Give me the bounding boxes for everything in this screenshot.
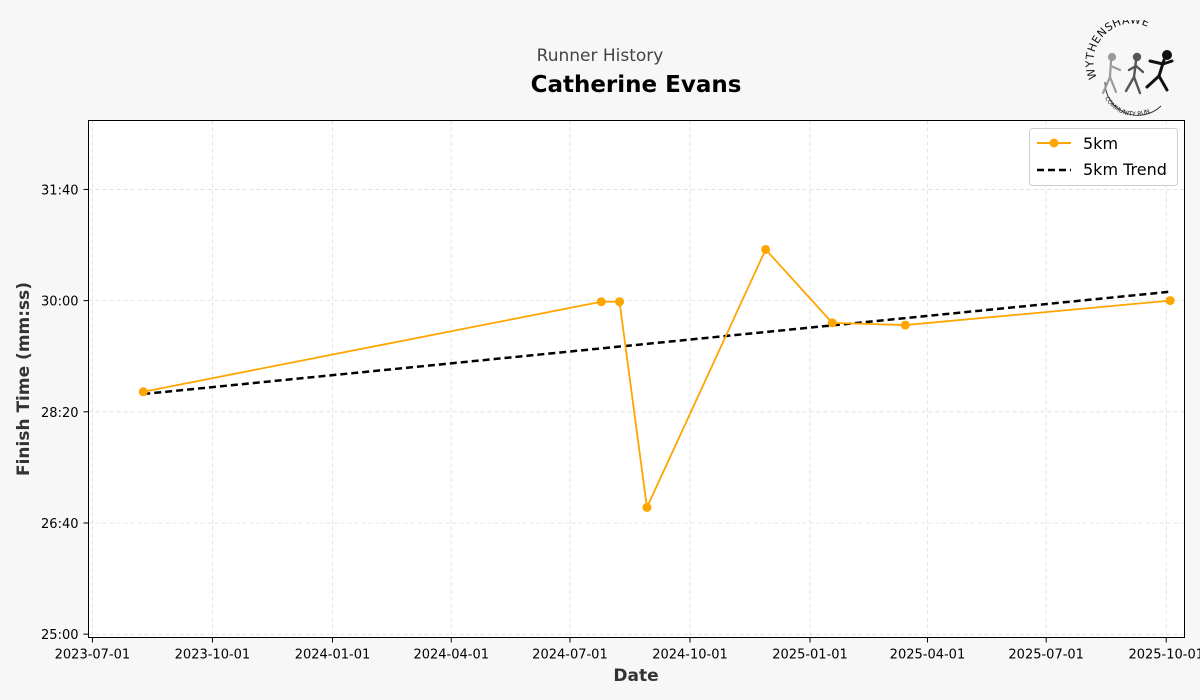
data-point-5km bbox=[596, 297, 606, 307]
x-tick-label: 2025-04-01 bbox=[890, 648, 966, 663]
legend: 5km 5km Trend bbox=[1029, 128, 1178, 186]
grid bbox=[88, 120, 1185, 638]
y-axis: 25:00 26:40 28:20 30:00 31:40 bbox=[41, 183, 89, 643]
series-layer bbox=[138, 244, 1175, 512]
x-tick-label: 2024-07-01 bbox=[532, 648, 608, 663]
x-tick-label: 2025-01-01 bbox=[772, 648, 848, 663]
x-tick-label: 2024-01-01 bbox=[295, 648, 371, 663]
x-tick-label: 2023-07-01 bbox=[55, 648, 131, 663]
chart-title: Catherine Evans bbox=[530, 72, 742, 98]
plot-area bbox=[88, 120, 1185, 638]
legend-label-5km: 5km bbox=[1083, 134, 1118, 153]
wythenshawe-logo: WYTHENSHAWE COMMUNITY RUN bbox=[1083, 20, 1174, 118]
data-point-5km bbox=[642, 502, 652, 512]
y-tick-label: 31:40 bbox=[41, 183, 78, 198]
chart-subtitle: Runner History bbox=[536, 46, 664, 66]
y-tick-label: 26:40 bbox=[41, 517, 78, 532]
x-axis-label: Date bbox=[613, 666, 658, 686]
y-axis-label: Finish Time (mm:ss) bbox=[14, 282, 34, 476]
legend-label-5km-trend: 5km Trend bbox=[1083, 160, 1167, 179]
x-tick-label: 2024-04-01 bbox=[413, 648, 489, 663]
x-axis: 2023-07-01 2023-10-01 2024-01-01 2024-04-01… bbox=[55, 637, 1200, 663]
data-point-5km bbox=[761, 244, 771, 254]
data-point-5km bbox=[138, 387, 148, 397]
data-point-5km bbox=[827, 318, 837, 328]
x-tick-label: 2025-10-01 bbox=[1128, 648, 1200, 663]
x-tick-label: 2023-10-01 bbox=[175, 648, 251, 663]
y-tick-label: 30:00 bbox=[41, 295, 78, 310]
data-point-5km bbox=[615, 297, 625, 307]
plot-frame bbox=[88, 120, 1185, 638]
data-point-5km bbox=[900, 320, 910, 330]
y-tick-label: 25:00 bbox=[41, 628, 78, 643]
x-tick-label: 2025-07-01 bbox=[1008, 648, 1084, 663]
y-tick-label: 28:20 bbox=[41, 406, 78, 421]
trend-line-5km bbox=[143, 290, 1171, 396]
data-point-5km bbox=[1165, 296, 1175, 306]
legend-series-marker bbox=[1049, 138, 1059, 148]
x-tick-label: 2024-10-01 bbox=[652, 648, 728, 663]
